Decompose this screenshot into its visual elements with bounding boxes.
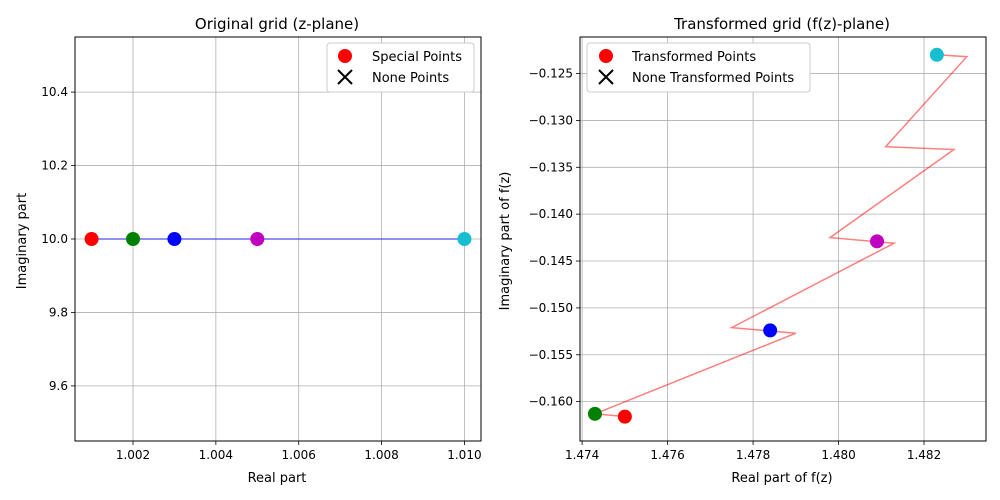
legend-label-none: None Transformed Points	[632, 71, 794, 86]
legend-marker-transformed	[599, 49, 613, 63]
data-point-magenta	[250, 232, 265, 246]
y-tick-label: −0.135	[529, 160, 573, 174]
x-tick-label: 1.474	[565, 448, 599, 462]
y-axis-label: Imaginary part of f(z)	[498, 172, 513, 311]
ticks: 1.002 1.004 1.006 1.008 1.010 9.6 9.8 10.0 10.2 1…	[41, 85, 481, 462]
y-tick-label: −0.160	[529, 395, 573, 409]
series-line-path	[594, 54, 969, 418]
data-point-magenta	[870, 234, 885, 249]
legend-label-transformed: Transformed Points	[631, 50, 756, 65]
y-tick-label: −0.140	[529, 207, 573, 221]
plot-fz-plane: Transformed grid (f(z)-plane) 1.474 1.476…	[498, 15, 987, 486]
x-tick-label: 1.006	[282, 448, 316, 462]
x-tick-label: 1.010	[447, 448, 481, 462]
x-tick-label: 1.476	[650, 448, 684, 462]
x-tick-label: 1.002	[116, 448, 150, 462]
y-tick-label: 10.0	[41, 232, 68, 246]
grid	[580, 37, 986, 441]
data-point-green	[126, 232, 140, 246]
series-line	[594, 54, 969, 418]
data-point-red	[84, 232, 99, 246]
data-point-cyan	[457, 232, 472, 246]
ticks: 1.474 1.476 1.478 1.480 1.482 −0.160 −0.155 −0.…	[529, 67, 942, 462]
plot-title: Transformed grid (f(z)-plane)	[673, 15, 890, 33]
legend: Special Points None Points	[326, 42, 475, 93]
data-point-red	[617, 409, 632, 424]
y-tick-label: −0.125	[529, 67, 573, 81]
x-axis-label: Real part	[248, 471, 307, 486]
y-tick-label: 9.8	[49, 305, 68, 319]
y-tick-label: −0.150	[529, 301, 573, 315]
y-tick-label: 9.6	[49, 379, 68, 393]
y-tick-label: 10.2	[41, 159, 68, 173]
y-tick-label: −0.130	[529, 113, 573, 127]
data-point-green	[587, 406, 602, 421]
legend-label-none: None Points	[372, 71, 449, 86]
x-tick-label: 1.004	[199, 448, 233, 462]
x-tick-label: 1.480	[821, 448, 855, 462]
points	[84, 232, 472, 246]
y-axis-label: Imaginary part	[15, 193, 30, 289]
legend-marker-none	[598, 69, 614, 85]
x-tick-label: 1.482	[907, 448, 941, 462]
y-tick-label: −0.145	[529, 254, 573, 268]
data-point-cyan	[929, 47, 944, 62]
plot-z-plane: Original grid (z-plane) 1.002 1.004 1.006 1…	[15, 15, 482, 486]
points	[587, 47, 944, 424]
legend: Transformed Points None Transformed Poin…	[586, 42, 811, 93]
y-tick-label: −0.155	[529, 348, 573, 362]
data-point-blue	[167, 232, 182, 246]
y-tick-label: 10.4	[41, 85, 68, 99]
legend-marker-none	[337, 69, 353, 85]
legend-marker-special	[338, 49, 352, 63]
x-tick-label: 1.008	[364, 448, 398, 462]
data-point-blue	[763, 323, 778, 338]
legend-label-special: Special Points	[372, 50, 462, 65]
plot-frame	[579, 36, 987, 442]
legend-box	[326, 42, 475, 93]
plot-title: Original grid (z-plane)	[195, 15, 359, 33]
legend-box	[586, 42, 811, 93]
x-tick-label: 1.478	[736, 448, 770, 462]
x-axis-label: Real part of f(z)	[731, 471, 832, 486]
